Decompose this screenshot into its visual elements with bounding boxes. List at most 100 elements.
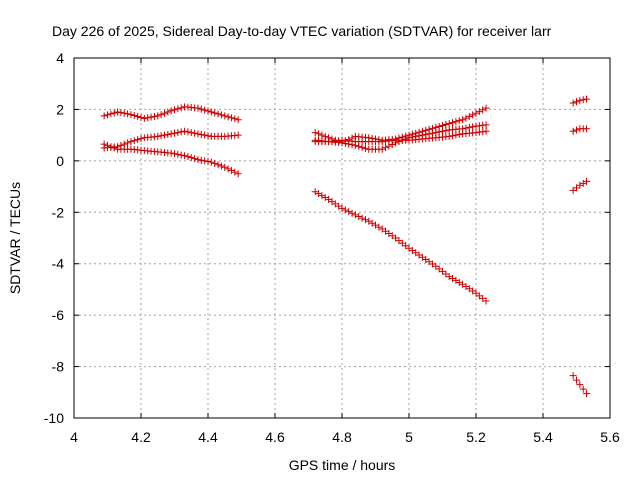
data-point [147, 113, 155, 121]
data-point [184, 128, 192, 136]
x-axis-label: GPS time / hours [289, 457, 396, 473]
data-point [171, 129, 178, 137]
data-point [348, 209, 356, 217]
data-point [583, 95, 591, 103]
series-arc-1b [100, 127, 242, 152]
data-point [361, 144, 369, 152]
data-point [358, 214, 366, 222]
data-point [211, 159, 219, 167]
data-point [164, 108, 172, 116]
data-point [177, 151, 185, 159]
data-point [187, 154, 195, 162]
data-point [157, 111, 165, 119]
data-point [452, 131, 460, 139]
data-point [372, 221, 379, 229]
data-point [174, 150, 182, 158]
data-point [204, 132, 212, 140]
data-point [157, 132, 165, 140]
x-tick-label: 4.8 [332, 429, 352, 445]
data-point [221, 112, 229, 120]
data-point [311, 129, 319, 137]
data-point [120, 109, 128, 117]
data-point [315, 190, 323, 198]
data-point [465, 113, 473, 120]
data-point [227, 167, 235, 174]
data-point [445, 120, 453, 128]
data-point [187, 129, 195, 137]
data-point [134, 136, 142, 144]
data-point [144, 114, 152, 122]
data-point [201, 157, 209, 165]
data-point [107, 110, 115, 118]
data-point [482, 127, 490, 135]
data-point [181, 127, 189, 135]
chart-title: Day 226 of 2025, Sidereal Day-to-day VTE… [52, 23, 552, 39]
data-point [104, 111, 111, 119]
data-point [191, 155, 199, 163]
x-tick-label: 5.2 [466, 429, 486, 445]
data-point [368, 219, 376, 227]
data-point [455, 131, 463, 138]
data-point [167, 130, 175, 138]
data-point [583, 177, 591, 185]
data-point [207, 158, 215, 166]
data-point [462, 114, 470, 122]
data-point [191, 129, 199, 137]
x-tick-label: 4 [70, 429, 78, 445]
data-point [204, 107, 212, 115]
series-arc-3c [569, 177, 591, 194]
data-point [455, 278, 463, 286]
data-point [459, 116, 467, 124]
data-point [181, 152, 189, 160]
x-tick-label: 5 [405, 429, 413, 445]
data-point [160, 109, 168, 117]
data-point [217, 111, 225, 119]
data-point [341, 206, 349, 214]
data-point [194, 156, 202, 164]
data-point [194, 104, 202, 112]
data-point [197, 131, 205, 138]
data-point [127, 111, 135, 119]
data-point [127, 138, 135, 146]
x-tick-label: 5.4 [533, 429, 553, 445]
data-point [204, 158, 212, 165]
data-point [382, 144, 390, 152]
data-point [224, 165, 232, 173]
data-point [361, 216, 369, 224]
y-tick-label: -8 [52, 359, 65, 375]
data-point [449, 119, 457, 127]
series-arc-1a [100, 103, 242, 124]
data-point [137, 113, 145, 121]
data-point [134, 113, 142, 120]
data-point [117, 109, 125, 117]
data-point [234, 116, 242, 124]
data-point [569, 372, 577, 380]
data-point [579, 96, 587, 104]
x-tick-label: 4.6 [265, 429, 285, 445]
data-point [177, 104, 185, 112]
data-point [318, 192, 326, 200]
data-point [164, 131, 172, 138]
data-point [579, 179, 587, 187]
data-point [167, 149, 175, 157]
data-point [573, 126, 580, 134]
y-tick-label: -6 [52, 307, 65, 323]
data-point [351, 211, 359, 219]
y-axis: -10 -8 -6 -4 -2 0 2 4 [44, 50, 610, 426]
y-tick-label: -2 [52, 204, 65, 220]
x-tick-label: 4.2 [131, 429, 151, 445]
data-point [452, 276, 460, 284]
data-point [472, 109, 480, 117]
data-point [449, 132, 457, 140]
data-point [375, 223, 383, 231]
data-point [217, 162, 225, 170]
data-point [583, 125, 591, 133]
data-point [234, 131, 242, 139]
data-point [214, 161, 222, 169]
series-arc-3a [569, 95, 591, 107]
data-point [124, 139, 132, 147]
series-arc-2c [311, 127, 490, 146]
data-point [201, 131, 209, 139]
data-point [221, 163, 229, 171]
data-point [445, 132, 453, 140]
